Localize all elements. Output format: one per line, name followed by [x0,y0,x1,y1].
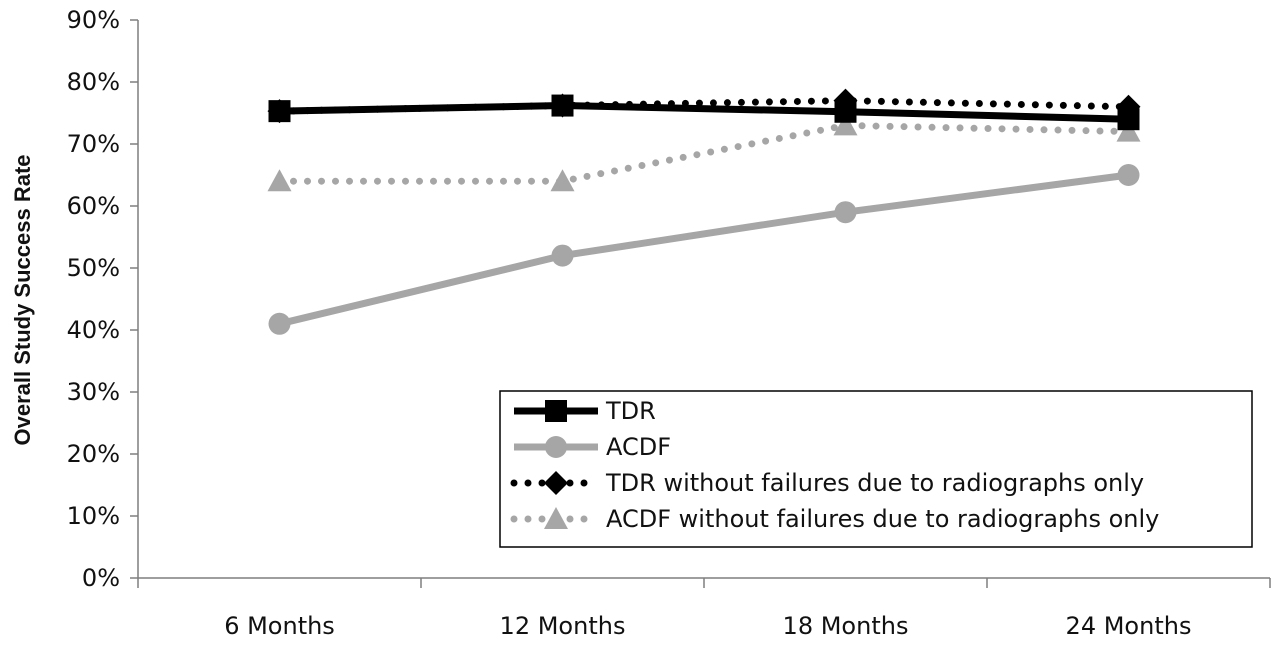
data-point [1117,164,1140,186]
legend-marker [545,436,567,458]
legend-label: ACDF without failures due to radiographs… [606,505,1159,533]
y-tick-label: 10% [67,502,120,530]
series-line [278,171,1129,328]
y-tick-label: 0% [82,564,120,592]
series-line [279,102,1129,123]
data-point [551,94,574,117]
legend-marker [544,507,568,529]
legend-label: ACDF [606,433,671,461]
legend-label: TDR [605,397,656,425]
y-axis-title: Overall Study Success Rate [10,154,35,445]
legend-item: ACDF without failures due to radiographs… [510,505,1159,533]
series-3 [267,113,1141,192]
legend-marker [545,400,567,422]
y-tick-label: 40% [67,316,120,344]
legend-item: ACDF [514,433,671,461]
y-tick-label: 60% [67,192,120,220]
legend-item: TDR without failures due to radiographs … [510,469,1144,497]
series-group [267,88,1141,335]
x-tick-label: 12 Months [500,612,626,640]
y-tick-label: 70% [67,130,120,158]
data-point [1116,119,1141,142]
data-point [551,244,574,267]
legend-label: TDR without failures due to radiographs … [605,469,1144,497]
series-0 [268,94,1140,131]
data-point [550,169,575,192]
data-point [834,100,857,123]
series-line [276,121,1132,185]
x-tick-label: 24 Months [1066,612,1192,640]
data-point [1117,108,1140,131]
series-1 [268,164,1140,335]
x-tick-label: 6 Months [224,612,335,640]
legend: TDR ACDF TDR without failures due to radio… [499,390,1253,548]
y-tick-label: 50% [67,254,120,282]
data-point [268,100,291,123]
data-point [834,201,857,224]
legend-marker [544,471,568,495]
data-point [833,113,858,136]
y-tick-label: 90% [67,6,120,34]
axes: 0% 10% 20% 30% 40% 50% 60% 70% 80% 90% 6 Months 12 … [67,6,1271,640]
legend-item: TDR [514,397,656,425]
legend-box [499,390,1253,548]
data-point [268,312,291,335]
x-tick-label: 18 Months [783,612,909,640]
y-tick-label: 80% [67,68,120,96]
data-point [267,169,292,192]
y-tick-label: 20% [67,440,120,468]
y-tick-label: 30% [67,378,120,406]
